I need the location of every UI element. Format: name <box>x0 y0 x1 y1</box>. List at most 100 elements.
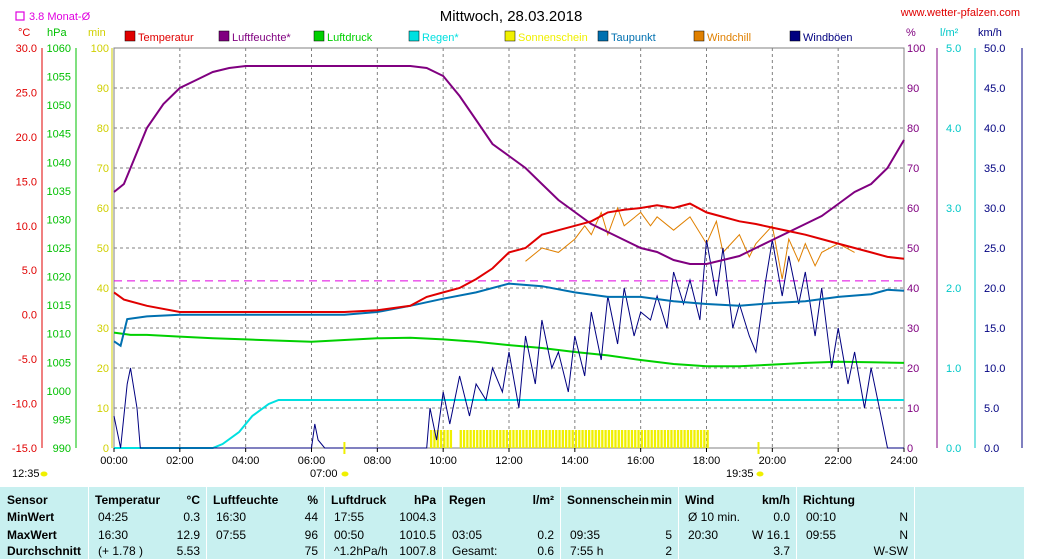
sunshine-bar <box>578 430 581 448</box>
legend-swatch <box>693 30 705 42</box>
sunshine-bar <box>683 430 686 448</box>
stats-col-rain: Regen l/m² 03:05 0.2 Gesamt: 0.6 <box>442 487 561 559</box>
legend-item: Taupunkt <box>597 30 656 44</box>
x-tick-label: 20:00 <box>759 455 787 467</box>
stats-header: Wind <box>685 493 715 507</box>
stats-unit: °C <box>186 493 200 507</box>
min-unit-label: min <box>88 27 106 39</box>
rain-tick-label: 2.0 <box>946 283 961 295</box>
min-tick-label: 50 <box>97 243 109 255</box>
sunshine-bar <box>673 430 676 448</box>
sunshine-bar <box>430 430 433 448</box>
stats-row-label: MaxWert <box>7 528 57 542</box>
pct-tick-label: 100 <box>907 43 925 55</box>
series-taupunkt-line <box>113 282 905 348</box>
sunshine-bar <box>706 430 709 448</box>
sunshine-bar <box>439 430 443 448</box>
legend-label: Regen* <box>422 32 459 44</box>
stats-value: N <box>899 510 908 524</box>
stats-value: 75 <box>304 544 318 558</box>
sunshine-bar <box>541 430 545 448</box>
stats-value: 2 <box>665 544 672 558</box>
stats-time: 16:30 <box>98 528 129 542</box>
monthly-avg-marker-icon <box>15 11 25 21</box>
temp-tick-label: -10.0 <box>12 399 37 411</box>
pct-tick-label: 20 <box>907 363 919 375</box>
sunshine-bar <box>611 430 614 448</box>
sunshine-bar <box>462 430 466 448</box>
series-temperatur-line <box>113 202 905 313</box>
sunshine-bar <box>443 430 446 448</box>
sunshine-bar <box>643 430 647 448</box>
stats-header: Sonnenschein <box>567 493 650 507</box>
hpa-tick-label: 1040 <box>47 157 71 169</box>
legend-item: Windchill <box>693 30 751 44</box>
sunshine-bar <box>525 430 528 448</box>
stats-time: ^1.2hPa/h <box>334 544 388 558</box>
stats-time: 00:50 <box>334 528 365 542</box>
legend-item: Sonnenschein <box>504 30 588 44</box>
stats-value: 0.3 <box>183 510 200 524</box>
stats-time: 09:35 <box>570 528 601 542</box>
stats-time: 20:30 <box>688 528 719 542</box>
sunshine-bar <box>601 430 604 448</box>
axes-layer: 30.0 25.0 20.0 15.0 10.0 5.0 0.0 -5.0 -10.0 -15.0… <box>12 43 1023 467</box>
hpa-tick-label: 1050 <box>47 100 71 112</box>
sunshine-bar <box>604 430 607 448</box>
sunshine-bar <box>620 430 624 448</box>
rain-tick-label: 1.0 <box>946 363 961 375</box>
sunshine-bar <box>492 430 495 448</box>
wind-tick-label: 0.0 <box>984 443 999 455</box>
stats-time: Ø 10 min. <box>688 510 741 524</box>
x-tick-label: 12:00 <box>495 455 523 467</box>
sunshine-bar <box>482 430 485 448</box>
sunshine-bar <box>509 430 512 448</box>
pct-unit-label: % <box>906 27 916 39</box>
sunshine-bar <box>630 430 634 448</box>
sunshine-bar <box>446 430 449 448</box>
sunshine-bar <box>634 430 637 448</box>
min-tick-label: 10 <box>97 403 109 415</box>
sunshine-bar <box>489 430 492 448</box>
legend-label: Taupunkt <box>611 32 656 44</box>
sunshine-bar <box>627 430 630 448</box>
wind-unit-label: km/h <box>978 27 1002 39</box>
chart-grid <box>113 47 905 449</box>
sunset-icon <box>756 471 764 477</box>
stats-value: W 16.1 <box>751 528 790 542</box>
pct-tick-label: 80 <box>907 123 919 135</box>
sunshine-bar <box>607 430 611 448</box>
wind-tick-label: 5.0 <box>984 403 999 415</box>
stats-value: 44 <box>304 510 318 524</box>
stats-col-wind: Wind km/h Ø 10 min. 0.0 20:30 W 16.1 3.7 <box>678 487 797 559</box>
hpa-tick-label: 1005 <box>47 357 71 369</box>
sunshine-bar <box>449 430 453 448</box>
series-luftfeuchte-line <box>113 65 905 265</box>
wind-tick-label: 10.0 <box>984 363 1005 375</box>
stats-col-sun: Sonnenschein min 09:35 5 7:55 h 2 <box>560 487 679 559</box>
legend-item: Luftdruck <box>313 30 373 44</box>
stats-unit: hPa <box>413 493 436 507</box>
x-tick-label: 14:00 <box>561 455 589 467</box>
min-tick-label: 40 <box>97 283 109 295</box>
sunshine-bar <box>657 430 660 448</box>
min-tick-label: 100 <box>91 43 109 55</box>
stats-value: W-SW <box>873 544 908 558</box>
sunshine-bar <box>663 430 667 448</box>
stats-value: 5.53 <box>176 544 200 558</box>
sunshine-bar <box>667 430 670 448</box>
site-link[interactable]: www.wetter-pfalzen.com <box>900 7 1020 19</box>
stats-value: 0.2 <box>537 528 554 542</box>
sunrise-time: 07:00 <box>310 468 338 480</box>
pct-tick-label: 70 <box>907 163 919 175</box>
pct-tick-label: 30 <box>907 323 919 335</box>
sunshine-bar <box>624 430 627 448</box>
min-tick-label: 70 <box>97 163 109 175</box>
temp-tick-label: 0.0 <box>22 310 37 322</box>
stats-time: 00:10 <box>806 510 837 524</box>
sunshine-bar <box>568 430 571 448</box>
series-windchill-line <box>525 206 855 280</box>
legend-swatch <box>124 30 136 42</box>
sunshine-bar <box>690 430 693 448</box>
stats-unit: % <box>307 493 318 507</box>
